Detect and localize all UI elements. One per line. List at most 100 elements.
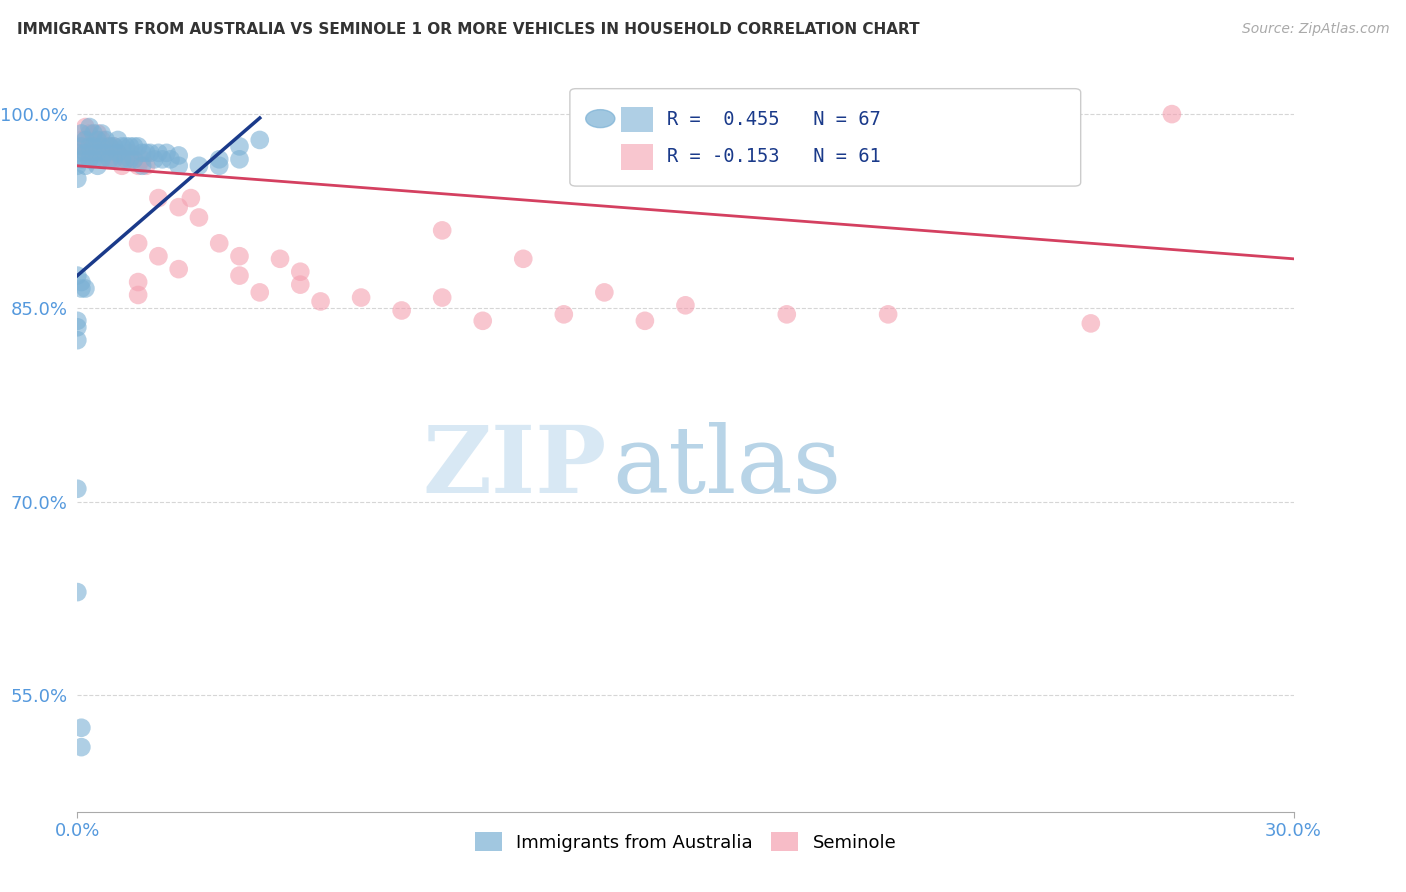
Point (1080, 317, 1102, 331)
Text: ZIP: ZIP (422, 422, 606, 512)
Point (83, 127, 105, 141)
Point (127, 288, 149, 302)
Point (70, 153, 93, 167)
Point (83, 133, 105, 147)
Point (79, 153, 101, 167)
Text: atlas: atlas (613, 422, 842, 512)
Point (167, 148, 190, 162)
Point (122, 139, 145, 153)
Point (75, 145, 97, 160)
Point (79, 139, 101, 153)
Point (350, 291, 373, 305)
Point (167, 262, 190, 277)
Point (75, 281, 97, 295)
Point (228, 268, 250, 283)
Point (127, 236, 149, 251)
Point (75, 120, 97, 134)
Point (122, 153, 145, 167)
Point (309, 294, 332, 309)
Point (107, 133, 129, 147)
Point (75, 145, 97, 160)
Point (107, 145, 129, 160)
Point (66, 268, 89, 283)
Point (111, 153, 134, 167)
Point (249, 133, 271, 147)
Point (553, 307, 575, 321)
Point (127, 159, 149, 173)
Point (391, 303, 413, 318)
Point (94, 133, 117, 147)
Point (131, 159, 153, 173)
Point (228, 139, 250, 153)
Point (139, 145, 162, 160)
Point (90, 145, 112, 160)
Point (131, 145, 153, 160)
Point (70, 127, 93, 141)
Point (70, 133, 93, 147)
Point (430, 223, 453, 237)
Point (159, 153, 181, 167)
Point (471, 314, 494, 328)
Point (79, 120, 101, 134)
Point (188, 159, 211, 173)
Text: Source: ZipAtlas.com: Source: ZipAtlas.com (1241, 22, 1389, 37)
Point (122, 153, 145, 167)
Point (98, 153, 121, 167)
Point (98, 153, 121, 167)
Point (66, 482, 89, 496)
Point (118, 139, 141, 153)
Point (188, 211, 211, 225)
Point (180, 191, 202, 205)
Point (75, 159, 97, 173)
Point (79, 139, 101, 153)
Point (70, 740, 93, 755)
Point (83, 139, 105, 153)
Circle shape (586, 110, 614, 128)
Point (167, 200, 190, 214)
Point (115, 153, 138, 167)
Point (86, 139, 108, 153)
Point (148, 145, 170, 160)
Point (70, 721, 93, 735)
Point (70, 275, 93, 289)
Point (634, 314, 657, 328)
Point (228, 153, 250, 167)
Point (98, 139, 121, 153)
Point (103, 139, 125, 153)
FancyBboxPatch shape (569, 88, 1081, 186)
Point (83, 153, 105, 167)
Point (86, 133, 108, 147)
Point (167, 159, 190, 173)
Point (127, 275, 149, 289)
Point (115, 153, 138, 167)
Point (118, 153, 141, 167)
Point (66, 159, 89, 173)
Point (111, 139, 134, 153)
Point (290, 265, 312, 279)
Point (152, 153, 174, 167)
Text: R = -0.153   N = 61: R = -0.153 N = 61 (668, 147, 882, 166)
Point (94, 139, 117, 153)
Point (111, 159, 134, 173)
Point (70, 139, 93, 153)
Point (86, 145, 108, 160)
Point (155, 145, 177, 160)
Point (90, 139, 112, 153)
Point (115, 139, 138, 153)
Point (208, 236, 231, 251)
Point (135, 145, 157, 160)
Point (86, 127, 108, 141)
Point (103, 153, 125, 167)
Point (90, 153, 112, 167)
Point (430, 291, 453, 305)
Text: IMMIGRANTS FROM AUSTRALIA VS SEMINOLE 1 OR MORE VEHICLES IN HOUSEHOLD CORRELATIO: IMMIGRANTS FROM AUSTRALIA VS SEMINOLE 1 … (17, 22, 920, 37)
Point (208, 153, 231, 167)
FancyBboxPatch shape (621, 107, 652, 132)
Point (1161, 107, 1184, 121)
Point (269, 252, 291, 266)
Point (148, 249, 170, 263)
Point (75, 133, 97, 147)
Point (66, 320, 89, 334)
Text: R =  0.455   N = 67: R = 0.455 N = 67 (668, 110, 882, 128)
Point (127, 139, 149, 153)
